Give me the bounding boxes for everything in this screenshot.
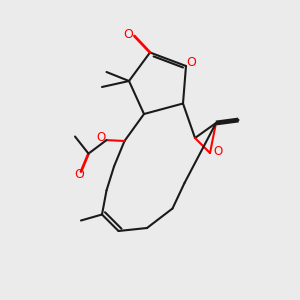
- Text: O: O: [124, 28, 133, 41]
- Text: O: O: [97, 131, 106, 144]
- Text: O: O: [213, 145, 222, 158]
- Text: O: O: [75, 168, 84, 181]
- Text: O: O: [187, 56, 196, 69]
